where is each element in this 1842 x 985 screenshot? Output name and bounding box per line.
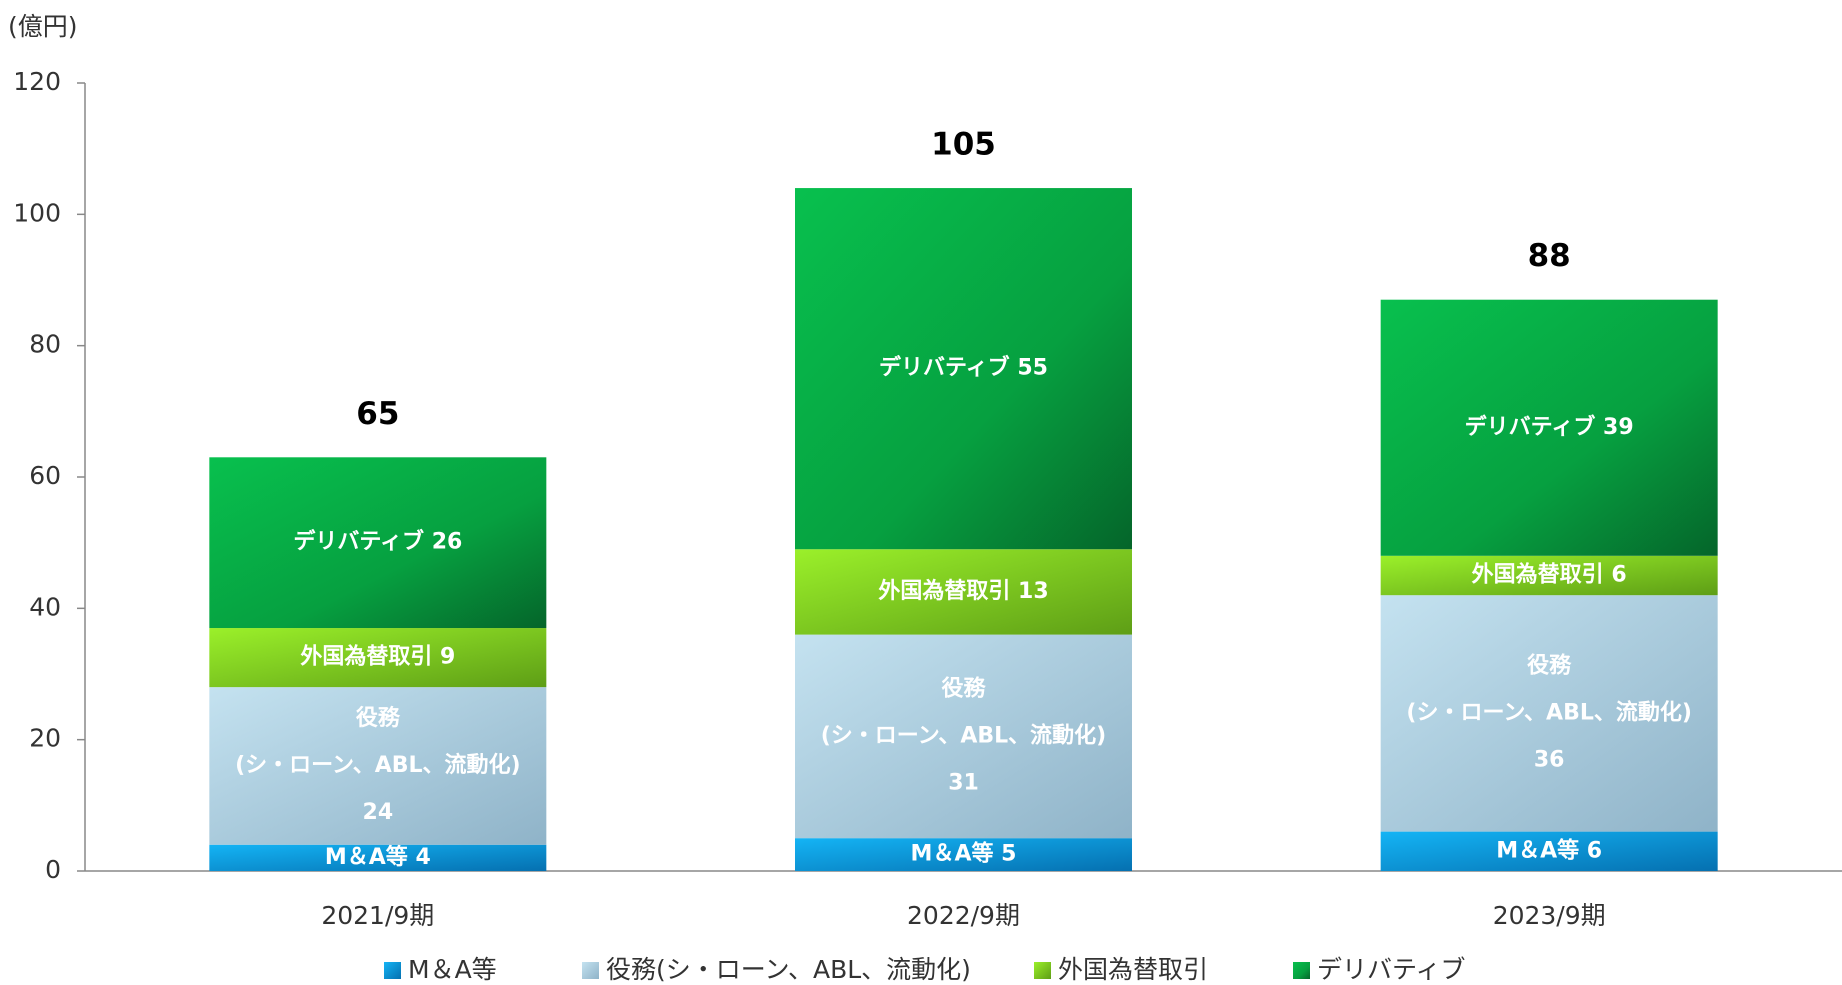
bar-segment: [795, 634, 1132, 839]
legend-swatch: [384, 962, 401, 979]
segment-label-line: 役務: [1527, 652, 1572, 678]
segment-label-line: 役務: [941, 675, 986, 701]
legend-swatch: [1034, 962, 1051, 979]
segment-label: 役務 (シ・ローン、ABL、流動化) 31: [821, 675, 1107, 795]
legend-swatch: [582, 962, 599, 979]
segment-value: 13: [1018, 579, 1049, 604]
x-tick-label: 2021/9期: [321, 901, 434, 930]
segment-value: 55: [1017, 356, 1048, 381]
segment-value: 24: [363, 800, 394, 825]
segment-label-line: (シ・ローン、ABL、流動化): [235, 752, 521, 778]
x-tick-label: 2023/9期: [1493, 901, 1606, 930]
segment-label: M＆A等 5: [911, 841, 1017, 867]
segment-value: 31: [948, 770, 979, 795]
segment-label-name: デリバティブ: [293, 529, 424, 555]
segment-value: 6: [1587, 838, 1602, 863]
legend-label: 外国為替取引: [1058, 955, 1208, 984]
segment-label-name: 外国為替取引: [1472, 562, 1604, 588]
bar-segment: [1380, 299, 1718, 556]
total-label: 105: [931, 127, 996, 163]
segment-label: デリバティブ 39: [1465, 414, 1634, 440]
segment-label-name: M＆A等: [1496, 837, 1579, 863]
segment-value: 4: [415, 845, 430, 870]
segment-label-line: 役務: [356, 705, 401, 731]
segment-label-name: 外国為替取引: [878, 578, 1010, 604]
y-tick-label: 40: [29, 592, 61, 621]
bar-segment: [1380, 831, 1718, 871]
segment-label-name: M＆A等: [911, 841, 994, 867]
segment-label-name: デリバティブ: [1465, 414, 1596, 440]
bar-segment: [795, 188, 1132, 550]
y-axis-label: (億円): [8, 12, 78, 41]
segment-label: 外国為替取引 13: [878, 578, 1048, 604]
segment-label: 外国為替取引 6: [1472, 562, 1627, 588]
segment-value: 26: [432, 530, 463, 555]
y-tick-label: 60: [29, 461, 61, 490]
legend-label: M＆A等: [408, 955, 497, 984]
segment-label-line: (シ・ローン、ABL、流動化): [1406, 699, 1692, 725]
bar-segment: [209, 628, 547, 688]
segment-label-name: M＆A等: [325, 844, 408, 870]
segment-value: 9: [440, 645, 455, 670]
bar-segment: [795, 549, 1132, 635]
segment-label: デリバティブ 26: [293, 529, 462, 555]
segment-value: 39: [1603, 415, 1634, 440]
y-tick-label: 20: [29, 724, 61, 753]
y-tick-label: 120: [13, 67, 61, 96]
bar-segment: [209, 457, 547, 629]
legend-swatch: [1293, 962, 1310, 979]
legend-label: 役務(シ・ローン、ABL、流動化): [606, 955, 971, 984]
segment-label: デリバティブ 55: [879, 355, 1048, 381]
bar-segment: [1380, 555, 1718, 596]
y-tick-label: 80: [29, 330, 61, 359]
segment-label-name: 外国為替取引: [300, 644, 432, 670]
bar-segment: [209, 687, 547, 845]
segment-label-line: (シ・ローン、ABL、流動化): [821, 722, 1107, 748]
bar-segment: [1380, 595, 1718, 832]
y-tick-label: 0: [45, 855, 61, 884]
segment-label: M＆A等 4: [325, 844, 431, 870]
segment-value: 6: [1611, 563, 1626, 588]
segment-label: M＆A等 6: [1496, 837, 1602, 863]
segment-value: 36: [1534, 747, 1565, 772]
segment-label: 役務 (シ・ローン、ABL、流動化) 24: [235, 705, 521, 825]
x-tick-label: 2022/9期: [907, 901, 1020, 930]
total-label: 88: [1528, 238, 1571, 274]
bar-segment: [795, 838, 1132, 871]
segment-label: 役務 (シ・ローン、ABL、流動化) 36: [1406, 652, 1692, 772]
total-label: 65: [356, 396, 399, 432]
bar-segment: [209, 844, 547, 871]
segment-label-name: デリバティブ: [879, 355, 1010, 381]
segment-label: 外国為替取引 9: [300, 644, 455, 670]
legend-label: デリバティブ: [1317, 955, 1466, 984]
segment-value: 5: [1001, 842, 1016, 867]
y-tick-label: 100: [13, 198, 61, 227]
